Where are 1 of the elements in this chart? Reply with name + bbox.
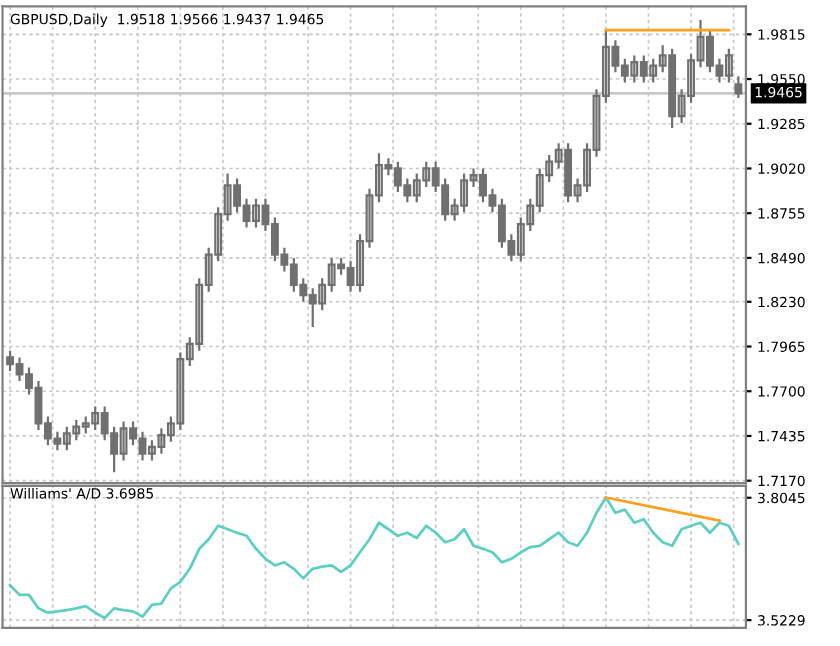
line-series — [8, 496, 740, 620]
